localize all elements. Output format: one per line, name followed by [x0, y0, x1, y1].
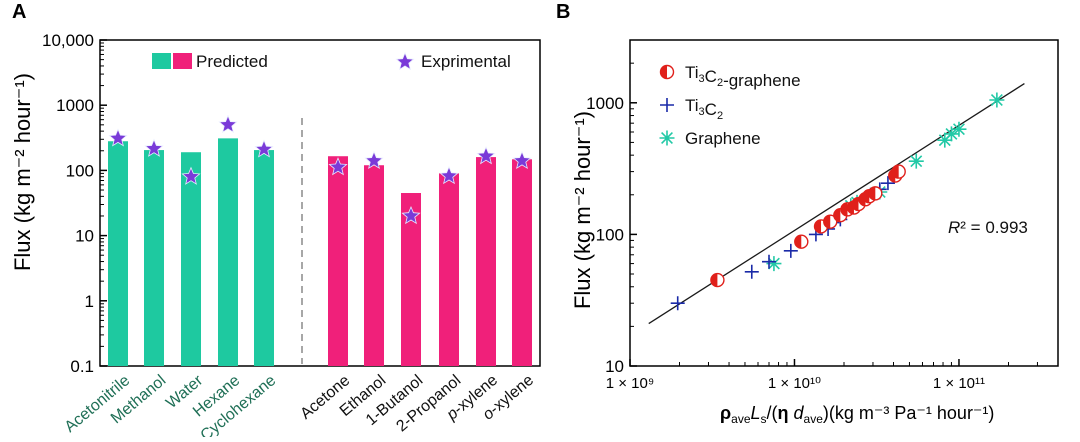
panel-a-y-axis-label: Flux (kg m⁻² hour⁻¹): [10, 73, 35, 271]
experimental-star: [144, 138, 164, 157]
panel-b-frame: [629, 39, 1059, 367]
experimental-star: [254, 139, 274, 158]
point-asterisk: [766, 256, 782, 272]
r-squared-annotation: R² = 0.993: [948, 218, 1028, 237]
y-tick-label: 100: [596, 225, 624, 244]
y-tick-label: 10: [75, 227, 94, 246]
legend-star-icon: [395, 51, 415, 71]
panel-a-category-labels: AcetonitrileMethanolWaterHexaneCyclohexa…: [62, 372, 538, 442]
panel-b-fit-line: [648, 83, 1025, 325]
bar-acetone: [328, 156, 348, 366]
panel-b-points: [670, 92, 1005, 311]
experimental-star: [181, 166, 201, 185]
bar-cyclohexane: [254, 150, 274, 366]
legend-swatch-pink: [173, 53, 192, 69]
point-plus: [880, 176, 895, 191]
legend-ti3c2-marker: [660, 98, 674, 112]
experimental-star: [512, 150, 532, 170]
point-plus: [762, 254, 777, 269]
y-tick-label: 10,000: [42, 31, 94, 50]
point-half-circle: [794, 234, 809, 249]
experimental-star: [364, 150, 384, 170]
experimental-star: [218, 114, 238, 133]
bar-acetonitrile: [108, 141, 128, 366]
legend-ti3c2-label: Ti3C2: [685, 96, 723, 122]
panel-a-bars: [108, 138, 532, 366]
y-tick-label: 1: [85, 292, 94, 311]
point-asterisk: [943, 126, 959, 142]
point-asterisk: [937, 132, 953, 148]
point-half-circle: [868, 186, 883, 201]
panel-a-experimental-points: [108, 114, 532, 225]
point-asterisk: [989, 92, 1005, 108]
experimental-star: [328, 157, 348, 176]
legend-graphene-marker: [659, 130, 675, 146]
legend-graphene-label: Graphene: [685, 129, 761, 148]
point-half-circle: [823, 214, 838, 229]
fit-line: [648, 83, 1025, 325]
bar-methanol: [144, 150, 164, 366]
bar-o-xylene: [512, 159, 532, 366]
x-tick-label: 1 × 10⁹: [606, 375, 655, 392]
legend-ti3c2-graphene-label: Ti3C2-graphene: [685, 63, 801, 90]
legend-predicted-label: Predicted: [196, 52, 268, 71]
bar-hexane: [218, 138, 238, 366]
point-plus: [744, 264, 759, 279]
legend-swatch-green: [152, 53, 171, 69]
panel-b-axes: 1 × 10⁹ 1 × 10¹⁰ 1 × 10¹¹ 10 100 1000: [586, 39, 1059, 392]
y-tick-label: 1000: [586, 94, 624, 113]
panel-a-axes: 0.1 1 10 100 1000 10,000: [42, 31, 541, 376]
experimental-star: [108, 128, 128, 147]
y-tick-label: 100: [66, 161, 94, 180]
experimental-star: [401, 205, 421, 225]
bar-water: [181, 152, 201, 366]
point-plus: [783, 243, 798, 258]
point-half-circle: [710, 272, 725, 288]
point-plus: [670, 296, 685, 311]
x-tick-label: 1 × 10¹⁰: [768, 375, 821, 392]
legend-ti3c2-graphene-marker: [659, 64, 675, 80]
bar-ethanol: [364, 165, 384, 366]
panel-b-y-axis-label: Flux (kg m⁻² hour⁻¹): [570, 111, 595, 309]
panel-label-a: A: [12, 1, 26, 23]
bar-2-propanol: [439, 173, 459, 366]
bar-1-butanol: [401, 193, 421, 366]
panel-label-b: B: [556, 1, 570, 23]
panel-b-x-axis-label: ρaveLs/(η dave)(kg m⁻³ Pa⁻¹ hour⁻¹): [720, 403, 994, 426]
panel-a-legend: Predicted Exprimental: [152, 51, 511, 71]
legend-experimental-label: Exprimental: [421, 52, 511, 71]
x-tick-label: 1 × 10¹¹: [933, 375, 985, 392]
experimental-star: [439, 165, 459, 185]
panel-b-legend: Ti3C2-graphene Ti3C2 Graphene: [659, 63, 801, 148]
panel-a-frame: [99, 39, 541, 367]
experimental-star: [476, 146, 496, 165]
y-tick-label: 10: [605, 357, 624, 376]
point-asterisk: [908, 153, 924, 169]
point-asterisk: [951, 121, 967, 137]
point-half-circle: [891, 164, 906, 179]
y-tick-label: 0.1: [70, 357, 94, 376]
y-tick-label: 1000: [56, 96, 94, 115]
bar-p-xylene: [476, 157, 496, 366]
